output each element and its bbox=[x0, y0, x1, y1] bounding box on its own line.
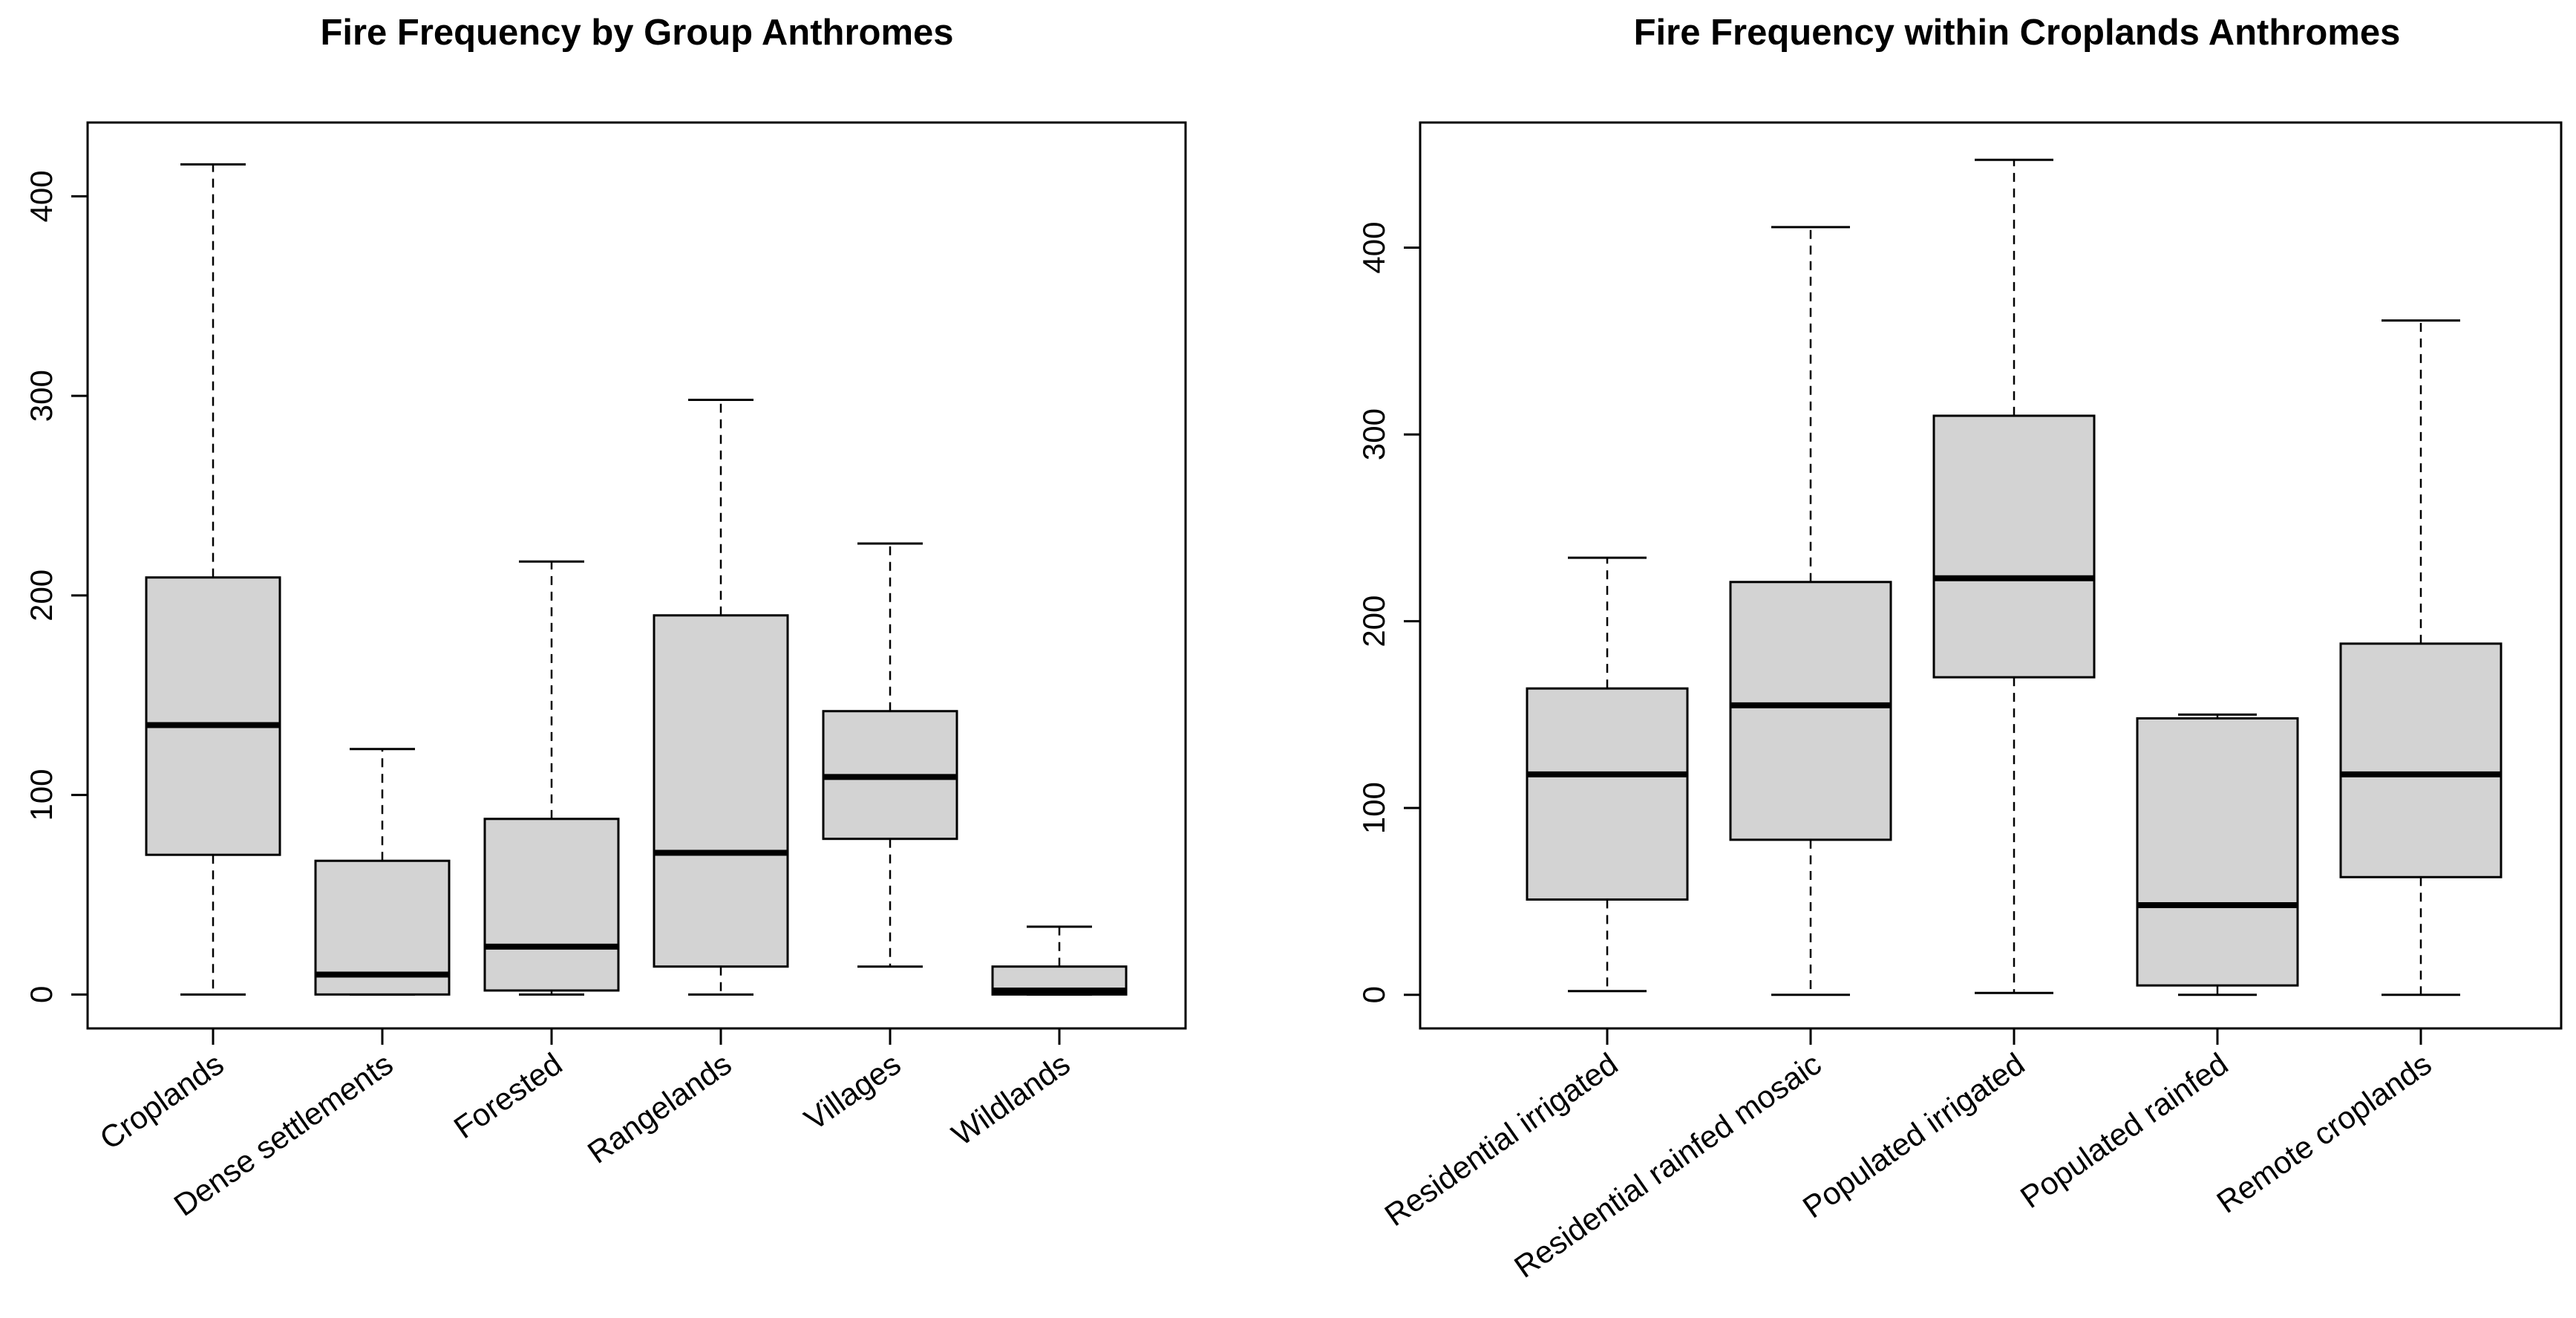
iqr-box-residential-irrigated bbox=[1526, 687, 1689, 901]
box-wildlands bbox=[991, 925, 1128, 996]
y-axis-croplands-anthromes: 0 100 200 300 400 bbox=[1356, 221, 1420, 1003]
box-villages bbox=[822, 542, 958, 968]
box-residential-rainfed-mosaic bbox=[1729, 226, 1892, 996]
y-tick-label-group-anthromes-0: 0 bbox=[24, 986, 59, 1003]
iqr-box-populated-irrigated bbox=[1932, 414, 2096, 679]
box-populated-irrigated bbox=[1932, 158, 2096, 994]
box-remote-croplands bbox=[2339, 319, 2503, 996]
iqr-box-rangelands bbox=[653, 614, 789, 968]
iqr-box-remote-croplands bbox=[2339, 642, 2503, 878]
chart-title-croplands-anthromes: Fire Frequency within Croplands Anthrome… bbox=[1634, 13, 2401, 53]
plot-frame-group-anthromes bbox=[86, 121, 1187, 1030]
y-tick-label-croplands-anthromes-300: 300 bbox=[1356, 408, 1391, 460]
chart-title-group-anthromes: Fire Frequency by Group Anthromes bbox=[320, 13, 953, 53]
box-forested bbox=[483, 560, 620, 996]
box-rangelands bbox=[653, 399, 789, 996]
y-tick-label-croplands-anthromes-100: 100 bbox=[1356, 782, 1391, 834]
iqr-box-residential-rainfed-mosaic bbox=[1729, 581, 1892, 841]
box-croplands bbox=[145, 163, 281, 996]
y-tick-label-group-anthromes-300: 300 bbox=[24, 370, 59, 422]
plot-frame-croplands-anthromes bbox=[1419, 121, 2563, 1030]
y-tick-label-group-anthromes-200: 200 bbox=[24, 570, 59, 622]
iqr-box-forested bbox=[483, 818, 620, 992]
y-axis-group-anthromes: 0 100 200 300 400 bbox=[24, 170, 88, 1003]
box-residential-irrigated bbox=[1526, 556, 1689, 993]
iqr-box-croplands bbox=[145, 576, 281, 856]
boxes-group-anthromes bbox=[145, 163, 1128, 996]
box-populated-rainfed bbox=[2136, 713, 2299, 996]
box-dense-settlements bbox=[314, 748, 451, 996]
iqr-box-populated-rainfed bbox=[2136, 717, 2299, 987]
y-tick-label-croplands-anthromes-200: 200 bbox=[1356, 596, 1391, 647]
y-tick-label-croplands-anthromes-0: 0 bbox=[1356, 986, 1391, 1003]
y-tick-label-croplands-anthromes-400: 400 bbox=[1356, 221, 1391, 273]
y-tick-label-group-anthromes-400: 400 bbox=[24, 170, 59, 222]
y-tick-label-group-anthromes-100: 100 bbox=[24, 769, 59, 821]
boxes-croplands-anthromes bbox=[1526, 158, 2503, 996]
